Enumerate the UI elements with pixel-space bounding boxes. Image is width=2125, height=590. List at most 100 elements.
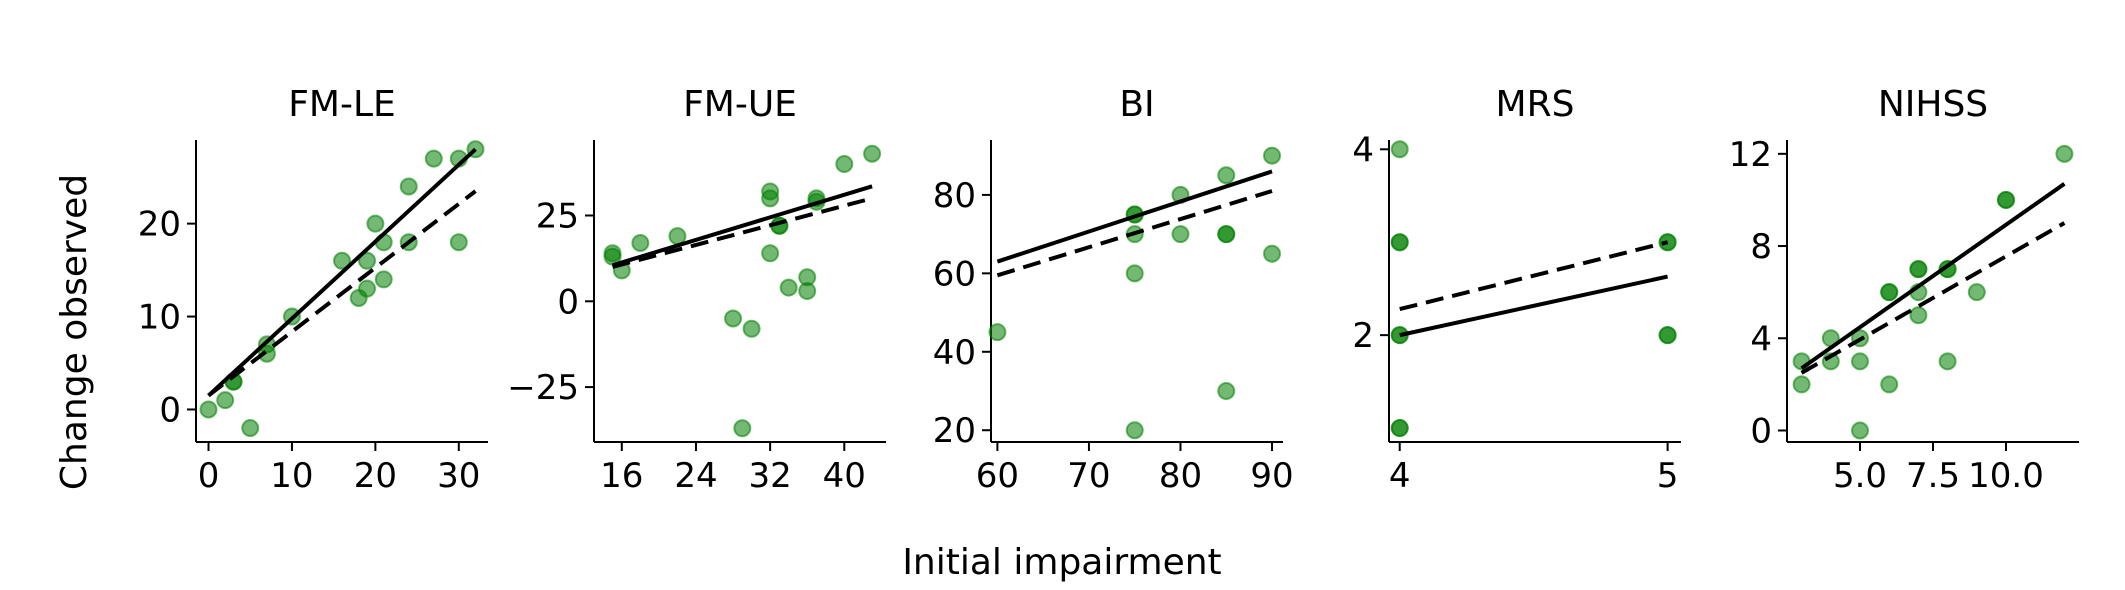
y-tick-label: 0 — [1750, 411, 1772, 451]
x-tick-label: 32 — [748, 456, 791, 496]
data-point — [1217, 166, 1236, 185]
data-point — [358, 251, 377, 270]
data-point — [761, 244, 780, 263]
data-point — [1125, 421, 1144, 440]
data-point — [1390, 233, 1409, 252]
data-point — [1997, 190, 2015, 209]
data-point — [333, 251, 351, 270]
data-point — [199, 400, 218, 419]
data-point — [1390, 419, 1409, 438]
data-point — [216, 391, 235, 410]
y-tick-label: 40 — [933, 333, 976, 373]
x-tick-label: 10 — [270, 456, 313, 496]
data-point — [1880, 375, 1899, 394]
x-tick-label: 70 — [1067, 456, 1110, 496]
fit-line-dashed — [1800, 221, 2066, 375]
data-point — [1909, 260, 1928, 279]
y-tick-label: 4 — [1750, 319, 1772, 359]
y-tick-label: 0 — [557, 282, 579, 322]
x-tick-label: 10.0 — [1968, 456, 2044, 496]
data-point — [1263, 244, 1282, 263]
y-axis-label: Change observed — [54, 174, 95, 490]
fit-line-solid — [1399, 274, 1669, 338]
panel-title: FM-UE — [683, 84, 797, 125]
x-tick-label: 16 — [600, 456, 643, 496]
data-point — [1792, 375, 1811, 394]
x-axis-label: Initial impairment — [902, 542, 1221, 583]
data-point — [761, 189, 780, 208]
data-point — [631, 233, 650, 252]
fit-line-dashed — [207, 189, 477, 398]
data-point — [835, 155, 854, 174]
data-point — [1217, 382, 1236, 401]
panel-nihss: NIHSS 0 4 8 12 5.0 7.5 10.0 — [1729, 84, 2079, 496]
data-point — [1217, 225, 1236, 244]
data-point — [1880, 283, 1899, 302]
panel-fm-le: FM-LE 0 10 20 0 10 20 30 — [138, 84, 488, 496]
x-tick-label: 24 — [674, 456, 717, 496]
fit-line-dashed — [996, 189, 1273, 278]
fit-line-solid — [996, 169, 1273, 264]
data-point — [241, 419, 260, 438]
x-tick-label: 7.5 — [1906, 456, 1960, 496]
panel-title: FM-LE — [288, 84, 396, 125]
x-tick-label: 40 — [823, 456, 866, 496]
x-tick-label: 20 — [354, 456, 397, 496]
data-point — [1851, 352, 1869, 371]
data-point — [798, 268, 817, 287]
x-tick-label: 90 — [1250, 456, 1293, 496]
data-point — [1967, 283, 1986, 302]
fit-line-solid — [207, 147, 477, 398]
data-point — [366, 214, 385, 233]
fit-line-dashed — [612, 196, 873, 269]
data-point — [724, 309, 743, 328]
data-point — [1658, 326, 1677, 345]
x-tick-label: 4 — [1389, 456, 1411, 496]
panel-bi: BI 20 40 60 80 60 70 80 90 — [933, 84, 1294, 496]
y-tick-label: 4 — [1352, 130, 1374, 170]
x-tick-label: 80 — [1159, 456, 1202, 496]
y-tick-label: 8 — [1750, 227, 1772, 267]
fit-line-dashed — [1399, 240, 1669, 312]
data-point — [988, 323, 1007, 342]
fit-line-solid — [1800, 182, 2066, 370]
data-point — [1909, 306, 1928, 325]
data-point — [1263, 146, 1282, 165]
panel-title: BI — [1119, 84, 1154, 125]
y-tick-label: 60 — [933, 254, 976, 294]
data-point — [1851, 421, 1869, 440]
data-point — [1938, 352, 1957, 371]
data-point — [424, 149, 443, 168]
y-tick-label: 80 — [933, 176, 976, 216]
panel-mrs: MRS 2 4 4 5 — [1352, 84, 1681, 496]
x-tick-label: 5.0 — [1833, 456, 1887, 496]
data-point — [449, 233, 468, 252]
y-tick-label: 20 — [138, 205, 181, 245]
data-point — [779, 278, 798, 297]
x-tick-label: 60 — [976, 456, 1019, 496]
y-tick-label: 2 — [1352, 316, 1374, 356]
data-point — [399, 177, 418, 196]
y-tick-label: 0 — [159, 390, 181, 430]
y-tick-label: 25 — [536, 197, 579, 237]
x-tick-label: 0 — [198, 456, 220, 496]
y-tick-label: −25 — [507, 368, 579, 408]
panel-title: MRS — [1496, 84, 1575, 125]
data-point — [733, 419, 752, 438]
data-point — [358, 279, 377, 298]
data-point — [863, 144, 882, 163]
data-point — [1171, 225, 1190, 244]
y-tick-label: 20 — [933, 411, 976, 451]
fit-line-solid — [611, 184, 873, 268]
data-point — [668, 227, 687, 246]
data-point — [1390, 140, 1409, 159]
data-point — [742, 319, 761, 338]
panel-fm-ue: FM-UE −25 0 25 16 24 32 40 — [507, 84, 886, 496]
data-point — [374, 270, 393, 289]
data-point — [2055, 144, 2074, 163]
x-tick-label: 5 — [1657, 456, 1679, 496]
y-tick-label: 10 — [138, 298, 181, 338]
y-tick-label: 12 — [1729, 135, 1772, 175]
